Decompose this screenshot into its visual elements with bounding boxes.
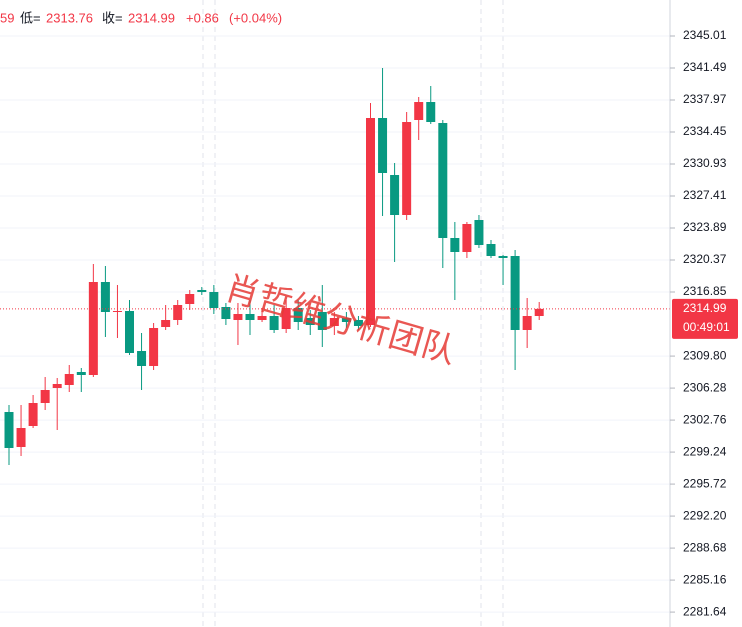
candle-body [281,308,291,329]
candle-body [185,294,195,304]
candle-body [76,372,86,375]
candle-body [257,316,267,320]
y-tick-label: 2288.68 [683,540,727,554]
legend-value: 2314.99 [128,10,175,25]
candle-body [125,311,134,353]
y-tick-label: 2316.85 [683,284,727,298]
candle-body [4,412,14,448]
legend-change: +0.86 [186,10,219,25]
y-tick-label: 2341.49 [683,60,727,74]
y-tick-label: 2299.24 [683,444,727,458]
candle-body [245,314,255,320]
candle-body [88,282,98,375]
candle-body [52,384,62,388]
candle-body [402,122,412,215]
candle-body [317,312,327,330]
candle-body [40,390,50,403]
candle-body [221,307,231,319]
y-tick-label: 2345.01 [683,28,727,42]
legend-value: 59 [0,10,14,25]
y-tick-label: 2309.80 [683,348,727,362]
legend-label: 低= [20,10,41,25]
legend-label: 收= [102,10,123,25]
candle-body [112,311,122,312]
candle-body [100,282,110,312]
candle-body [390,175,400,215]
candle-body [366,118,375,325]
y-tick-label: 2334.45 [683,124,727,138]
y-tick-label: 2281.64 [683,604,727,618]
candle-body [510,256,520,330]
last-price-box [672,298,738,339]
legend-value: 2313.76 [46,10,93,25]
candle-body [353,320,363,326]
candle-body [269,316,279,330]
candle-body [293,308,303,322]
grid [0,35,670,613]
y-tick-label: 2302.76 [683,412,727,426]
candles [0,68,670,465]
candle-body [474,220,484,245]
y-tick-label: 2320.37 [683,252,727,266]
candle-body [209,292,219,308]
price-axis: 2345.01 2341.49 2337.97 2334.45 2330.93 2327.… [670,28,738,618]
candle-body [534,308,544,316]
candle-body [197,290,207,292]
y-tick-label: 2285.16 [683,572,727,586]
candle-body [137,351,147,366]
ohlc-legend: 59 低= 2313.76 收= 2314.99 +0.86 (+0.04%) [0,10,282,25]
candle-body [426,102,436,122]
candle-body [16,428,26,447]
candle-body [438,123,448,238]
candle-body [305,318,315,325]
candle-body [161,320,171,327]
y-tick-label: 2323.89 [683,220,727,234]
y-tick-label: 2306.28 [683,380,727,394]
last-price-label: 2314.99 [683,301,727,315]
candle-body [329,318,339,326]
candle-body [378,118,388,173]
legend-change-pct: (+0.04%) [229,10,282,25]
y-tick-label: 2295.72 [683,476,727,490]
candle-body [341,318,351,322]
candle-body [486,244,496,256]
candle-body [522,316,532,330]
y-tick-label: 2330.93 [683,156,727,170]
candle-body [233,314,243,320]
candle-body [28,403,38,426]
candle-body [173,305,183,320]
y-tick-label: 2292.20 [683,508,727,522]
candle-body [64,374,74,385]
y-tick-label: 2337.97 [683,92,727,106]
countdown: 00:49:01 [683,320,730,334]
candle-body [414,102,424,120]
candle-body [462,224,472,252]
y-tick-label: 2327.41 [683,188,727,202]
candle-body [450,238,460,252]
candle-body [498,256,508,258]
candle-body [149,328,159,366]
